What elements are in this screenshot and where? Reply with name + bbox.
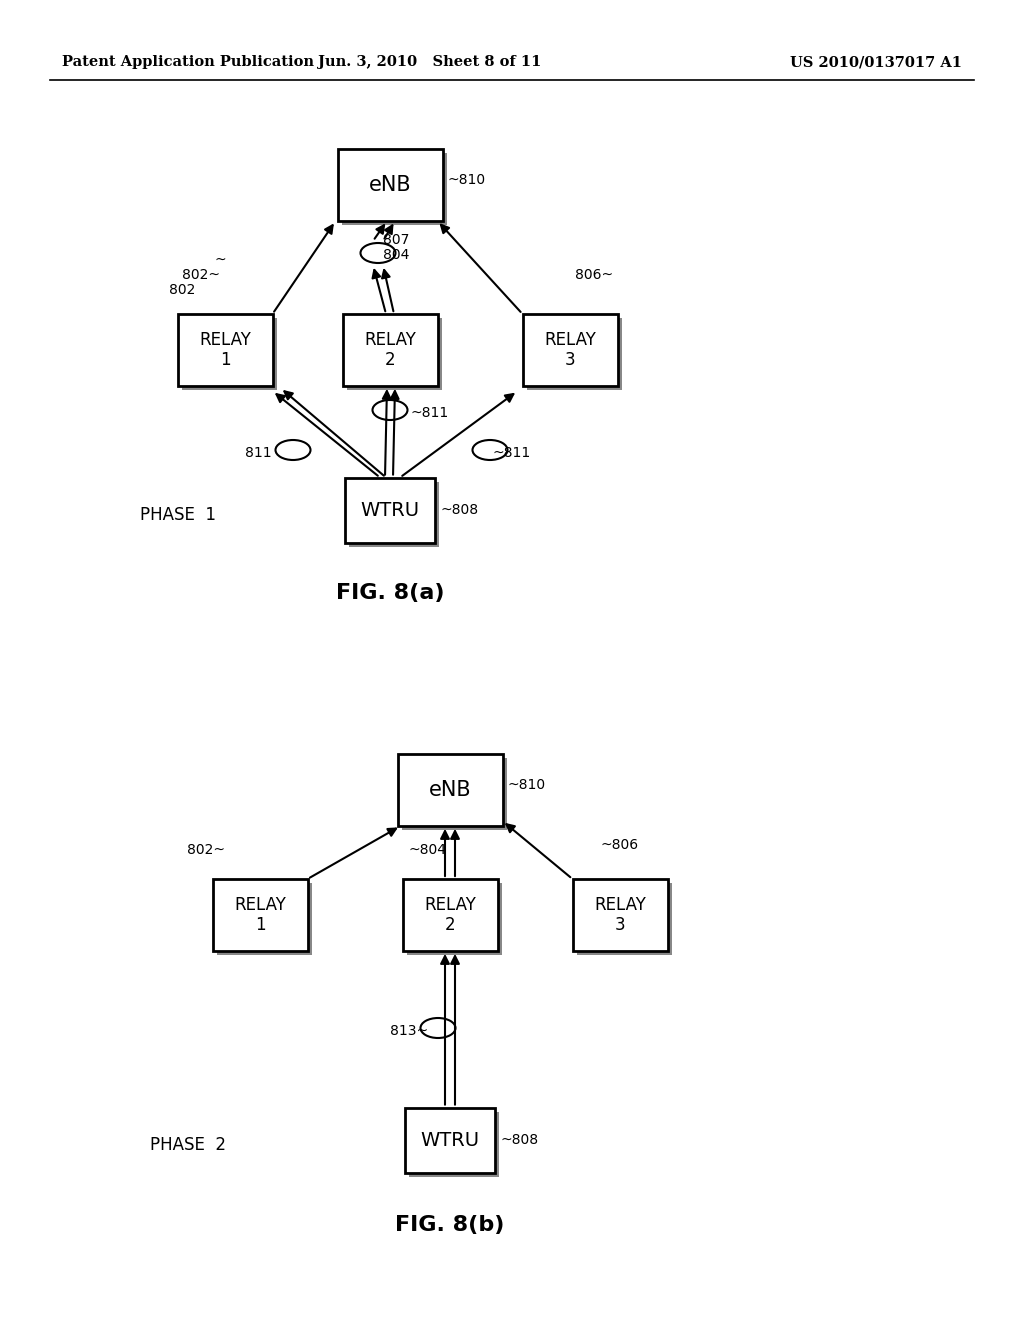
Bar bbox=[349, 482, 439, 546]
Text: Jun. 3, 2010   Sheet 8 of 11: Jun. 3, 2010 Sheet 8 of 11 bbox=[318, 55, 542, 69]
Text: ~811: ~811 bbox=[410, 407, 449, 420]
Text: FIG. 8(a): FIG. 8(a) bbox=[336, 583, 444, 603]
Text: ~810: ~810 bbox=[508, 777, 546, 792]
Text: 807: 807 bbox=[383, 234, 410, 247]
Text: ~: ~ bbox=[215, 253, 226, 267]
Text: Patent Application Publication: Patent Application Publication bbox=[62, 55, 314, 69]
Text: 806~: 806~ bbox=[575, 268, 613, 282]
Text: ~810: ~810 bbox=[447, 173, 485, 187]
Bar bbox=[526, 318, 622, 389]
Text: PHASE  1: PHASE 1 bbox=[140, 506, 216, 524]
Bar bbox=[177, 314, 272, 385]
Bar bbox=[406, 1107, 495, 1172]
Bar bbox=[216, 883, 311, 954]
Bar bbox=[342, 314, 437, 385]
Bar bbox=[572, 879, 668, 950]
Text: ~808: ~808 bbox=[440, 503, 478, 517]
Text: RELAY
2: RELAY 2 bbox=[424, 895, 476, 935]
Bar bbox=[522, 314, 617, 385]
Text: 802: 802 bbox=[169, 282, 195, 297]
Text: RELAY
1: RELAY 1 bbox=[234, 895, 286, 935]
Text: ~804: ~804 bbox=[408, 843, 446, 857]
Bar bbox=[338, 149, 442, 220]
Text: RELAY
1: RELAY 1 bbox=[199, 330, 251, 370]
Bar bbox=[181, 318, 276, 389]
Bar bbox=[345, 478, 435, 543]
Bar bbox=[577, 883, 672, 954]
Text: 811: 811 bbox=[245, 446, 271, 459]
Ellipse shape bbox=[421, 1018, 456, 1038]
Text: 804: 804 bbox=[383, 248, 410, 261]
Bar bbox=[346, 318, 441, 389]
Text: FIG. 8(b): FIG. 8(b) bbox=[395, 1214, 505, 1236]
Text: PHASE  2: PHASE 2 bbox=[150, 1137, 226, 1154]
Text: US 2010/0137017 A1: US 2010/0137017 A1 bbox=[790, 55, 962, 69]
Ellipse shape bbox=[373, 400, 408, 420]
Text: ~806: ~806 bbox=[600, 838, 638, 851]
Text: RELAY
3: RELAY 3 bbox=[544, 330, 596, 370]
Text: ~811: ~811 bbox=[493, 446, 531, 459]
Bar bbox=[397, 754, 503, 826]
Bar bbox=[402, 879, 498, 950]
Text: eNB: eNB bbox=[429, 780, 471, 800]
Text: RELAY
3: RELAY 3 bbox=[594, 895, 646, 935]
Text: WTRU: WTRU bbox=[421, 1130, 479, 1150]
Bar bbox=[213, 879, 307, 950]
Ellipse shape bbox=[275, 440, 310, 459]
Text: ~808: ~808 bbox=[500, 1133, 539, 1147]
Text: WTRU: WTRU bbox=[360, 500, 420, 520]
Ellipse shape bbox=[472, 440, 508, 459]
Text: 802~: 802~ bbox=[182, 268, 220, 282]
Ellipse shape bbox=[360, 243, 395, 263]
Bar bbox=[407, 883, 502, 954]
Text: RELAY
2: RELAY 2 bbox=[365, 330, 416, 370]
Bar bbox=[401, 758, 507, 830]
Text: 802~: 802~ bbox=[187, 843, 225, 857]
Text: 813~: 813~ bbox=[390, 1024, 428, 1038]
Text: eNB: eNB bbox=[369, 176, 412, 195]
Bar bbox=[341, 153, 446, 224]
Bar bbox=[409, 1111, 499, 1176]
